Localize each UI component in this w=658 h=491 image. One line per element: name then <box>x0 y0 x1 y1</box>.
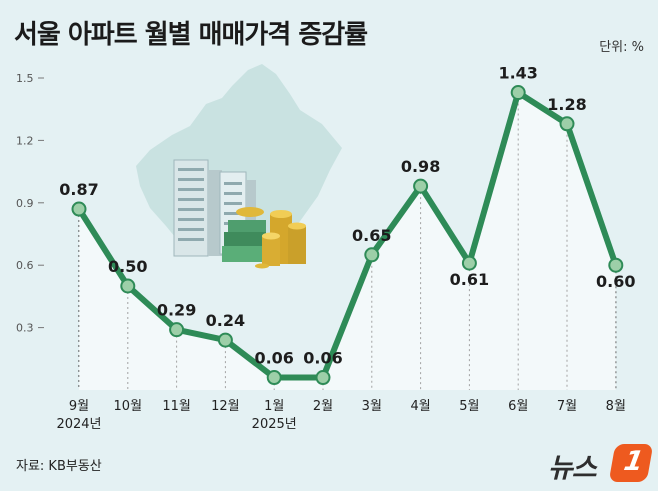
x-tick-label: 3월 <box>362 399 382 414</box>
value-label: 1.28 <box>547 95 586 114</box>
data-point <box>510 85 526 101</box>
news1-logo: 뉴스 1 <box>548 444 654 484</box>
data-point <box>217 332 233 348</box>
data-point <box>71 201 87 217</box>
x-tick-label: 2월 <box>313 399 333 414</box>
value-label: 0.24 <box>206 311 245 330</box>
source-label: 자료: KB부동산 <box>16 459 102 474</box>
unit-label: 단위: % <box>599 40 644 55</box>
chart-title: 서울 아파트 월별 매매가격 증감률 <box>14 20 368 50</box>
data-point <box>461 255 477 271</box>
data-point <box>120 278 136 294</box>
money-coins-icon <box>222 207 306 269</box>
value-label: 0.29 <box>157 301 196 320</box>
value-label: 0.60 <box>596 272 635 291</box>
data-point <box>315 370 331 386</box>
x-tick-label: 11월 <box>162 399 191 414</box>
x-tick-label: 6월 <box>508 399 528 414</box>
x-tick-label: 5월 <box>459 399 479 414</box>
x-tick-label: 12월 <box>211 399 240 414</box>
value-label: 0.06 <box>303 349 342 368</box>
x-tick-label: 9월 <box>69 399 89 414</box>
logo-mark-icon: 1 <box>608 444 654 482</box>
x-tick-label: 7월 <box>557 399 577 414</box>
y-tick-label: 0.3 <box>16 322 34 335</box>
value-label: 0.50 <box>108 257 147 276</box>
value-label: 0.87 <box>59 180 98 199</box>
data-point <box>169 322 185 338</box>
data-point <box>413 178 429 194</box>
x-tick-label: 1월 <box>264 399 284 414</box>
data-point <box>608 257 624 273</box>
value-label: 1.43 <box>498 64 537 83</box>
x-axis: 9월 2024년 10월 11월 12월 1월 2025년 2월 3월 4월 5월 6월 7월 8월 <box>56 399 625 432</box>
y-tick-label: 0.6 <box>16 259 34 272</box>
y-tick-label: 0.9 <box>16 197 34 210</box>
illustration <box>136 64 342 269</box>
y-tick-label: 1.2 <box>16 134 34 147</box>
value-label: 0.61 <box>450 270 489 289</box>
x-tick-label: 8월 <box>606 399 626 414</box>
data-point <box>364 247 380 263</box>
value-label: 0.65 <box>352 226 391 245</box>
x-tick-label: 4월 <box>410 399 430 414</box>
value-labels: 0.87 0.50 0.29 0.24 0.06 0.06 0.65 0.98 0.61 1.43… <box>59 64 635 368</box>
x-year-label: 2024년 <box>56 417 101 432</box>
y-axis: 0.3 0.6 0.9 1.2 1.5 <box>16 72 44 335</box>
logo-text: 뉴스 <box>548 453 597 484</box>
data-points <box>71 85 624 386</box>
x-year-label: 2025년 <box>252 417 297 432</box>
series-line <box>76 89 619 381</box>
area-fill <box>79 92 616 390</box>
data-point <box>266 370 282 386</box>
value-label: 0.06 <box>254 349 293 368</box>
x-tick-label: 10월 <box>114 399 143 414</box>
value-label: 0.98 <box>401 157 440 176</box>
data-point <box>559 116 575 132</box>
y-tick-label: 1.5 <box>16 72 34 85</box>
